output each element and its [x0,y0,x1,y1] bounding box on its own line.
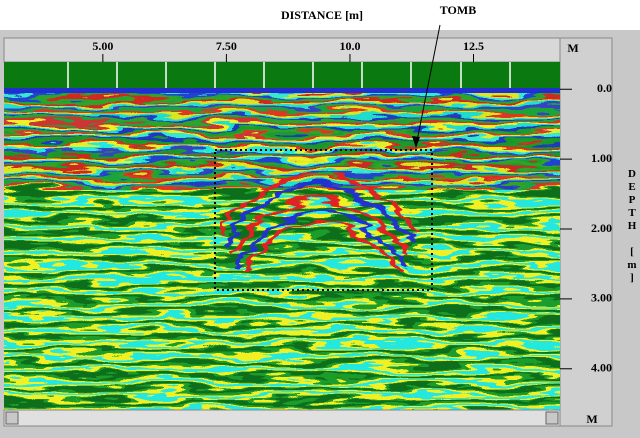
radar-texture [4,80,560,190]
y-tick-label: 3.00 [591,291,612,305]
scroll-left-button[interactable] [5,411,19,425]
y-tick-label: 1.00 [591,151,612,165]
x-tick-label: 10.0 [339,39,360,53]
annotation: TOMB [440,3,476,17]
surface-band [4,88,560,93]
scroll-right-button[interactable] [545,411,559,425]
annotation-arrow [415,24,441,147]
scrollbar [3,409,561,427]
x-tick-label: 12.5 [463,39,484,53]
surface-band [4,62,560,88]
radargram [4,62,560,410]
y-tick-label: 2.00 [591,221,612,235]
x-unit-label: M [567,41,578,55]
tomb-box [214,149,433,291]
tomb-reflection [218,170,422,274]
x-tick-label: 5.00 [92,39,113,53]
annotation-arrowhead [412,136,420,148]
y-axis-label: DEPTH [m] [626,168,638,285]
x-tick-label: 7.50 [216,39,237,53]
y-unit-label: M [586,412,597,426]
chart-title: DISTANCE [m] [281,8,363,22]
distance-ruler [3,37,561,63]
depth-ruler [559,37,613,427]
y-tick-label: 4.00 [591,361,612,375]
ruler-lines [67,62,511,88]
y-tick-label: 0.0 [597,81,612,95]
